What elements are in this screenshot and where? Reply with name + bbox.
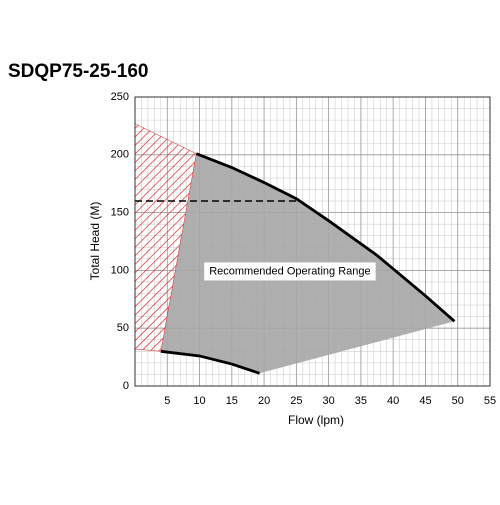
annotation: Recommended Operating Range: [209, 265, 370, 277]
y-tick-label: 50: [117, 322, 129, 334]
y-tick-label: 100: [111, 264, 129, 276]
curve: [195, 152, 456, 323]
x-axis-label: Flow (lpm): [288, 413, 344, 427]
y-axis-label: Total Head (M): [88, 202, 102, 281]
x-tick-label: 45: [419, 395, 431, 407]
x-tick-label: 15: [226, 395, 238, 407]
x-tick-label: 20: [258, 395, 270, 407]
plot-border: [134, 96, 491, 387]
curve: [160, 349, 261, 375]
annotation-box: [204, 262, 376, 281]
x-tick-label: 55: [484, 395, 496, 407]
y-tick-label: 150: [111, 207, 129, 219]
y-tick-label: 0: [123, 380, 129, 392]
x-tick-label: 25: [290, 395, 302, 407]
x-tick-label: 5: [164, 395, 170, 407]
x-tick-label: 30: [323, 395, 335, 407]
x-tick-label: 10: [193, 395, 205, 407]
x-tick-label: 35: [355, 395, 367, 407]
x-tick-label: 50: [452, 395, 464, 407]
x-tick-label: 40: [387, 395, 399, 407]
y-tick-label: 250: [111, 91, 129, 103]
chart-title: SDQP75-25-160: [8, 61, 148, 82]
y-tick-label: 200: [111, 149, 129, 161]
